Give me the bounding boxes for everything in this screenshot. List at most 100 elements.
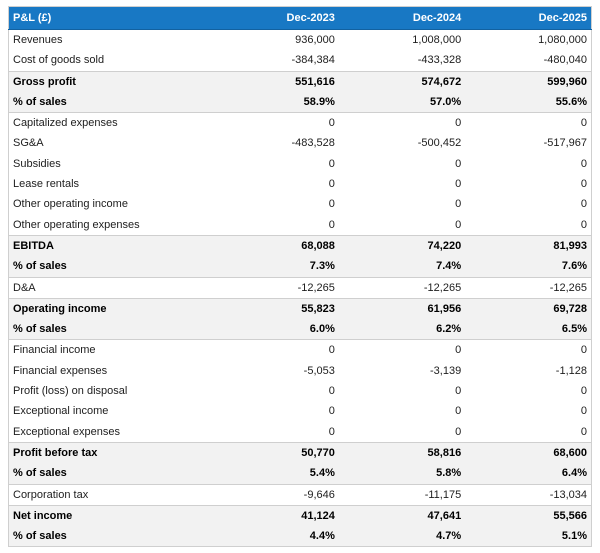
- header-pnl-title: P&L (£): [8, 6, 213, 30]
- cell-value: 6.5%: [465, 319, 592, 341]
- table-row: Operating income 55,823 61,956 69,728: [8, 297, 592, 320]
- table-row: % of sales 6.0% 6.2% 6.5%: [8, 319, 592, 341]
- row-label: SG&A: [8, 133, 213, 154]
- cell-value: 50,770: [212, 441, 339, 464]
- cell-value: 74,220: [338, 234, 466, 257]
- cell-value: -3,139: [338, 360, 466, 382]
- row-label: Net income: [8, 504, 213, 527]
- table-row: D&A -12,265 -12,265 -12,265: [8, 277, 592, 299]
- table-row: Cost of goods sold -384,384 -433,328 -480,0…: [8, 50, 592, 72]
- table-body: Revenues 936,000 1,008,000 1,080,000 Cost of…: [8, 29, 592, 548]
- cell-value: 599,960: [465, 70, 592, 92]
- table-row: Exceptional expenses 0 0 0: [8, 421, 592, 443]
- cell-value: 0: [212, 381, 339, 402]
- cell-value: 6.2%: [338, 319, 466, 341]
- cell-value: -384,384: [212, 50, 339, 72]
- cell-value: 574,672: [338, 70, 466, 92]
- header-dec-2023: Dec-2023: [212, 6, 339, 30]
- cell-value: 5.8%: [338, 463, 466, 485]
- row-label: Lease rentals: [8, 174, 213, 195]
- row-label: Capitalized expenses: [8, 112, 213, 134]
- cell-value: 41,124: [212, 504, 339, 527]
- cell-value: -1,128: [465, 360, 592, 382]
- row-label: Exceptional expenses: [8, 421, 213, 443]
- header-dec-2025: Dec-2025: [465, 6, 592, 30]
- row-label: Gross profit: [8, 70, 213, 92]
- cell-value: -517,967: [465, 133, 592, 154]
- cell-value: 0: [465, 214, 592, 236]
- header-dec-2024: Dec-2024: [338, 6, 466, 30]
- cell-value: -12,265: [212, 277, 339, 299]
- cell-value: -11,175: [338, 484, 466, 506]
- cell-value: 57.0%: [338, 91, 466, 114]
- cell-value: 58,816: [338, 441, 466, 464]
- cell-value: 7.3%: [212, 256, 339, 278]
- table-row: Corporation tax -9,646 -11,175 -13,034: [8, 484, 592, 506]
- cell-value: 5.1%: [465, 526, 592, 548]
- cell-value: 0: [212, 153, 339, 175]
- table-row: Net income 41,124 47,641 55,566: [8, 504, 592, 527]
- cell-value: 68,088: [212, 234, 339, 257]
- cell-value: 55,823: [212, 297, 339, 320]
- cell-value: -433,328: [338, 50, 466, 72]
- cell-value: -500,452: [338, 133, 466, 154]
- row-label: Profit (loss) on disposal: [8, 381, 213, 402]
- cell-value: 0: [338, 401, 466, 422]
- cell-value: 4.7%: [338, 526, 466, 548]
- row-label: % of sales: [8, 463, 213, 485]
- cell-value: 0: [465, 153, 592, 175]
- cell-value: 0: [338, 421, 466, 443]
- row-label: Subsidies: [8, 153, 213, 175]
- table-row: Lease rentals 0 0 0: [8, 174, 592, 195]
- table-row: % of sales 7.3% 7.4% 7.6%: [8, 256, 592, 278]
- row-label: % of sales: [8, 319, 213, 341]
- cell-value: 0: [338, 214, 466, 236]
- row-label: Operating income: [8, 297, 213, 320]
- cell-value: 0: [465, 174, 592, 195]
- cell-value: 551,616: [212, 70, 339, 92]
- cell-value: 1,080,000: [465, 29, 592, 51]
- cell-value: 0: [338, 194, 466, 215]
- cell-value: 0: [212, 214, 339, 236]
- row-label: Financial income: [8, 339, 213, 361]
- table-row: % of sales 5.4% 5.8% 6.4%: [8, 463, 592, 485]
- header-row: P&L (£) Dec-2023 Dec-2024 Dec-2025: [8, 6, 592, 30]
- table-row: % of sales 4.4% 4.7% 5.1%: [8, 526, 592, 548]
- cell-value: 58.9%: [212, 91, 339, 114]
- cell-value: 6.4%: [465, 463, 592, 485]
- cell-value: 1,008,000: [338, 29, 466, 51]
- table-row: Profit (loss) on disposal 0 0 0: [8, 381, 592, 402]
- cell-value: 81,993: [465, 234, 592, 257]
- table-row: Other operating expenses 0 0 0: [8, 214, 592, 236]
- row-label: Financial expenses: [8, 360, 213, 382]
- cell-value: 4.4%: [212, 526, 339, 548]
- table-row: % of sales 58.9% 57.0% 55.6%: [8, 91, 592, 114]
- cell-value: 0: [212, 112, 339, 134]
- cell-value: 936,000: [212, 29, 339, 51]
- cell-value: 0: [212, 421, 339, 443]
- cell-value: -9,646: [212, 484, 339, 506]
- row-label: Other operating income: [8, 194, 213, 215]
- row-label: EBITDA: [8, 234, 213, 257]
- cell-value: 68,600: [465, 441, 592, 464]
- cell-value: 0: [212, 339, 339, 361]
- cell-value: 47,641: [338, 504, 466, 527]
- cell-value: 0: [465, 194, 592, 215]
- row-label: % of sales: [8, 91, 213, 114]
- cell-value: 55.6%: [465, 91, 592, 114]
- cell-value: 7.4%: [338, 256, 466, 278]
- cell-value: 0: [465, 381, 592, 402]
- cell-value: 55,566: [465, 504, 592, 527]
- row-label: Cost of goods sold: [8, 50, 213, 72]
- cell-value: 0: [212, 174, 339, 195]
- cell-value: 0: [212, 401, 339, 422]
- cell-value: 69,728: [465, 297, 592, 320]
- cell-value: 0: [338, 174, 466, 195]
- row-label: Corporation tax: [8, 484, 213, 506]
- cell-value: 0: [465, 112, 592, 134]
- table-row: Other operating income 0 0 0: [8, 194, 592, 215]
- table-row: EBITDA 68,088 74,220 81,993: [8, 234, 592, 257]
- row-label: Exceptional income: [8, 401, 213, 422]
- table-row: Financial income 0 0 0: [8, 339, 592, 361]
- table-row: Capitalized expenses 0 0 0: [8, 112, 592, 134]
